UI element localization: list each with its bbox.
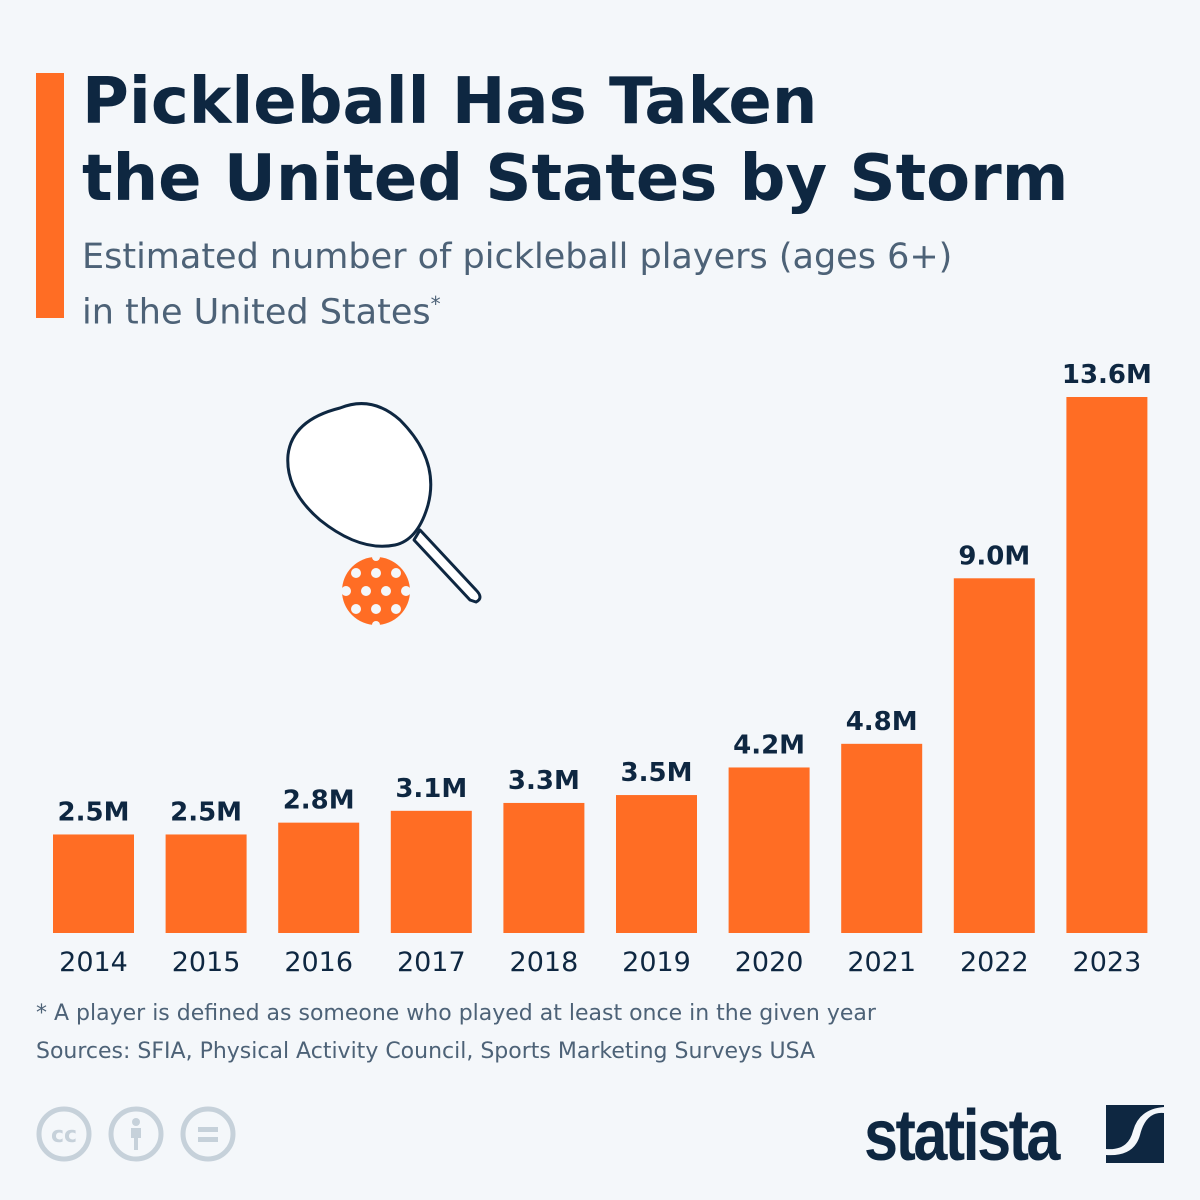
pickleball-ball-icon <box>341 553 411 629</box>
title-accent-bar <box>36 73 64 318</box>
x-tick-label: 2016 <box>284 947 353 978</box>
svg-text:cc: cc <box>51 1123 77 1148</box>
footnote: * A player is defined as someone who pla… <box>36 1001 876 1026</box>
x-tick-label: 2017 <box>397 947 466 978</box>
x-tick-label: 2014 <box>59 947 128 978</box>
bar-2015 <box>165 834 247 933</box>
pickleball-illustration <box>286 402 482 629</box>
x-tick-label: 2018 <box>510 947 579 978</box>
attribution-icon[interactable] <box>108 1106 164 1162</box>
cc-license-icon[interactable]: cc <box>36 1106 92 1162</box>
x-tick-label: 2015 <box>172 947 241 978</box>
subtitle-line-1: Estimated number of pickleball players (… <box>82 237 953 277</box>
bar-2021 <box>841 743 923 933</box>
x-tick-label: 2019 <box>622 947 691 978</box>
data-label: 4.8M <box>846 707 918 737</box>
data-label: 9.0M <box>958 541 1030 571</box>
no-derivatives-icon[interactable] <box>180 1106 236 1162</box>
chart-subtitle: Estimated number of pickleball players (… <box>82 234 1082 337</box>
data-label: 3.5M <box>621 758 693 788</box>
x-tick-label: 2021 <box>847 947 916 978</box>
bar-2022 <box>953 578 1035 933</box>
bar-2014 <box>53 834 134 933</box>
data-label: 2.5M <box>170 797 242 827</box>
data-label: 4.2M <box>733 730 805 760</box>
x-tick-label: 2022 <box>960 947 1029 978</box>
data-label: 2.5M <box>58 797 130 827</box>
title-line-2: the United States by Storm <box>82 142 1069 216</box>
x-tick-label: 2023 <box>1073 947 1142 978</box>
data-label: 3.1M <box>395 774 467 804</box>
bar-2023 <box>1066 397 1148 933</box>
bar-chart: 2.5M 2014 2.5M 2015 2.8M 2016 3.1M 2017 3.3M 2018… <box>53 360 1152 978</box>
title-line-1: Pickleball Has Taken <box>82 65 818 139</box>
pickleball-paddle-icon <box>286 402 482 604</box>
chart-title: Pickleball Has Taken the United States by… <box>82 64 1182 218</box>
bar-2020 <box>728 767 810 933</box>
statista-logo-icon <box>1106 1105 1164 1163</box>
bar-2019 <box>616 795 697 933</box>
bar-2017 <box>390 810 472 933</box>
subtitle-line-2: in the United States <box>82 292 431 333</box>
bar-2018 <box>503 802 585 933</box>
sources: Sources: SFIA, Physical Activity Council… <box>36 1039 816 1064</box>
statista-logo[interactable]: statista <box>864 1096 1060 1176</box>
x-tick-label: 2020 <box>735 947 804 978</box>
data-label: 3.3M <box>508 766 580 796</box>
subtitle-asterisk: * <box>430 292 441 316</box>
bar-2016 <box>278 822 360 933</box>
data-label: 2.8M <box>283 786 355 816</box>
data-label: 13.6M <box>1062 360 1152 390</box>
